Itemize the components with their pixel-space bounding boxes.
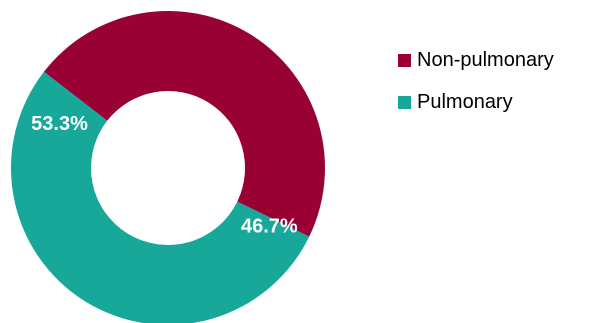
slice-non-pulmonary [43,10,326,237]
legend-swatch-non-pulmonary [398,53,411,67]
legend-label-non-pulmonary: Non-pulmonary [417,48,554,71]
data-label-non-pulmonary: 46.7% [241,216,298,238]
legend: Non-pulmonary Pulmonary [398,44,554,128]
slice-labels: 46.7% 53.3% [31,113,298,237]
donut-slices [11,10,326,323]
legend-swatch-pulmonary [398,95,411,109]
slice-pulmonary [11,71,310,323]
donut-chart: 46.7% 53.3% [11,10,326,323]
legend-label-pulmonary: Pulmonary [417,90,513,113]
data-label-pulmonary: 53.3% [31,113,88,135]
legend-item-pulmonary: Pulmonary [398,86,554,118]
legend-item-non-pulmonary: Non-pulmonary [398,44,554,76]
